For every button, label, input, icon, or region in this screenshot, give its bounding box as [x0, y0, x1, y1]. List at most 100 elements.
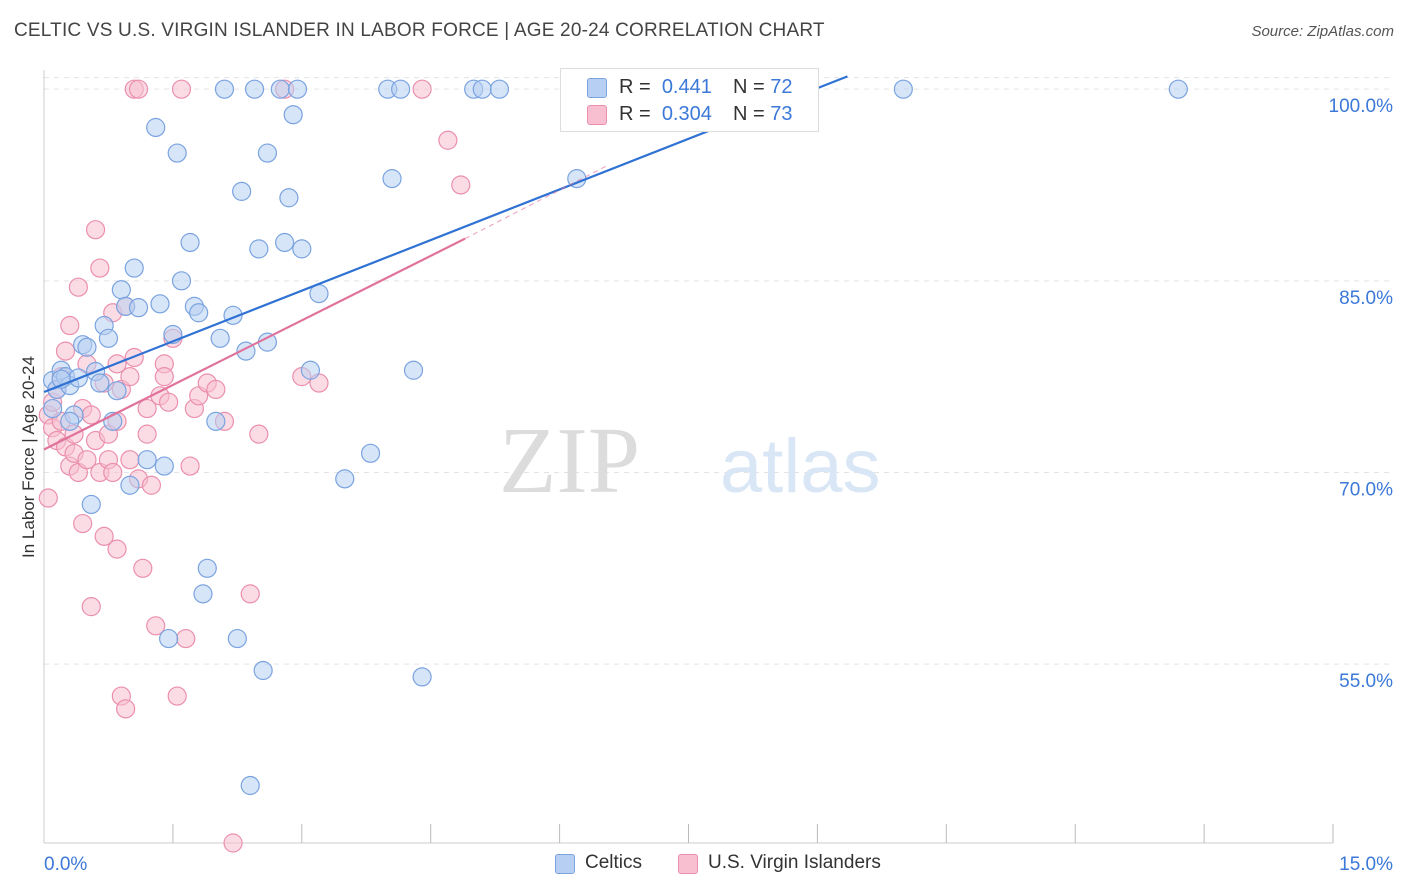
y-tick-labels: 55.0% 70.0% 85.0% 100.0% — [1329, 96, 1394, 692]
celtics-point — [210, 328, 230, 348]
usvi-point — [68, 277, 88, 297]
chart-title: CELTIC VS U.S. VIRGIN ISLANDER IN LABOR … — [14, 20, 825, 41]
y-tick-label: 100.0% — [1329, 96, 1394, 117]
usvi-point — [120, 450, 140, 470]
x-tick-label-min: 0.0% — [44, 854, 87, 875]
usvi-point — [81, 597, 101, 617]
grid-lines — [44, 77, 1393, 665]
usvi-point — [73, 513, 93, 534]
celtics-point — [193, 584, 213, 604]
series-swatch-celtics — [555, 854, 575, 874]
celtics-point — [77, 337, 97, 357]
celtics-point — [244, 79, 265, 99]
usvi-point — [412, 79, 432, 99]
celtics-point — [270, 79, 290, 99]
usvi-point — [133, 558, 153, 578]
usvi-point — [180, 456, 200, 476]
usvi-point — [120, 367, 140, 387]
usvi-point — [55, 341, 76, 361]
celtics-point — [391, 79, 411, 99]
celtics-point — [81, 494, 101, 515]
celtics-point — [180, 232, 200, 253]
celtics-point — [146, 117, 166, 138]
usvi-point — [171, 79, 192, 99]
celtics-point — [154, 456, 174, 476]
legend-r-celtics: R = 0.441 — [619, 76, 712, 98]
watermark-zip: ZIP — [499, 409, 640, 513]
stats-legend: R = 0.441 N = 72 R = 0.304 N = 73 — [560, 68, 819, 132]
series-label-usvi: U.S. Virgin Islanders — [708, 852, 881, 873]
celtics-point — [489, 79, 510, 99]
celtics-point — [189, 303, 209, 323]
legend-r-usvi: R = 0.304 — [619, 103, 712, 125]
celtics-point — [403, 360, 424, 380]
celtics-point — [159, 628, 179, 649]
celtics-point — [111, 280, 131, 300]
usvi-point — [137, 398, 157, 419]
celtics-point — [360, 443, 381, 463]
celtics-point — [275, 232, 295, 253]
celtics-point — [287, 79, 308, 99]
usvi-point — [141, 475, 162, 495]
data-points — [38, 79, 1188, 853]
usvi-point — [159, 392, 179, 412]
usvi-point — [128, 79, 149, 99]
y-tick-label: 55.0% — [1339, 671, 1393, 692]
usvi-point — [107, 539, 127, 559]
celtics-point — [382, 169, 402, 189]
usvi-point — [206, 379, 226, 400]
watermark-atlas: atlas — [720, 424, 881, 509]
x-tick-label-max: 15.0% — [1339, 854, 1393, 875]
celtics-point — [167, 143, 187, 163]
usvi-point — [438, 130, 458, 150]
watermark: ZIP atlas — [499, 409, 881, 513]
celtics-point — [893, 79, 913, 99]
celtics-point — [257, 143, 278, 163]
usvi-point — [103, 462, 123, 483]
celtics-point — [128, 298, 149, 318]
usvi-point — [77, 450, 97, 470]
series-swatch-usvi — [678, 854, 698, 874]
usvi-point — [90, 258, 110, 278]
usvi-trend-extension — [464, 165, 608, 240]
series-label-celtics: Celtics — [585, 852, 643, 873]
celtics-point — [137, 450, 157, 470]
celtics-point — [171, 271, 192, 291]
usvi-point — [137, 424, 157, 444]
celtics-point — [98, 328, 119, 348]
usvi-point — [85, 220, 106, 240]
usvi-point — [81, 405, 101, 425]
chart-source: Source: ZipAtlas.com — [1251, 23, 1394, 40]
celtics-point — [472, 79, 492, 99]
celtics-point — [292, 239, 312, 259]
celtics-point — [279, 188, 299, 208]
usvi-point — [116, 699, 136, 719]
celtics-point — [60, 411, 80, 431]
legend-swatch-usvi — [587, 105, 607, 125]
celtics-point — [42, 398, 63, 419]
celtics-point — [120, 475, 140, 495]
celtics-point — [124, 258, 144, 278]
usvi-point — [167, 686, 187, 706]
usvi-point — [60, 315, 80, 336]
legend-swatch-celtics — [587, 78, 607, 98]
celtics-point — [150, 294, 170, 314]
legend-n-usvi: N = 73 — [733, 103, 793, 125]
y-tick-label: 70.0% — [1339, 479, 1393, 500]
usvi-trend-line — [43, 237, 466, 451]
celtics-point — [227, 628, 247, 649]
celtics-point — [249, 239, 269, 259]
celtics-point — [300, 360, 320, 380]
celtics-point — [283, 105, 303, 125]
celtics-point — [107, 381, 127, 401]
celtics-point — [253, 660, 273, 681]
celtics-point — [232, 181, 252, 201]
celtics-point — [206, 411, 226, 431]
celtics-point — [197, 558, 217, 578]
x-ticks — [172, 824, 1334, 843]
usvi-point — [223, 833, 243, 853]
legend-n-celtics: N = 72 — [733, 76, 793, 98]
usvi-point — [451, 175, 471, 195]
usvi-point — [176, 628, 196, 649]
